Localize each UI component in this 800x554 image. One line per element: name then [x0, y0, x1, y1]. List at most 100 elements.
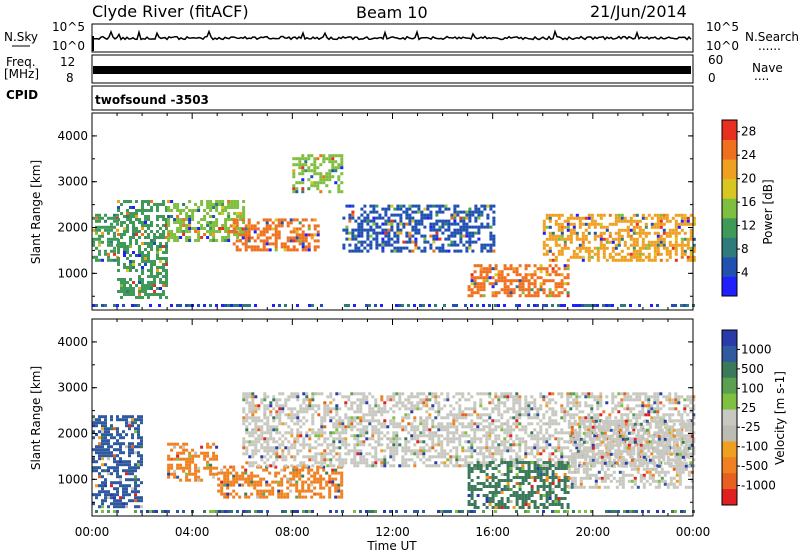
echo-cell: [401, 464, 405, 468]
echo-cell: [353, 464, 357, 468]
echo-cell: [149, 304, 152, 307]
echo-cell: [644, 225, 648, 229]
echo-cell: [101, 484, 104, 488]
echo-cell: [512, 407, 516, 411]
echo-cell: [359, 458, 363, 462]
echo-cell: [509, 279, 513, 283]
echo-cell: [298, 474, 302, 478]
echo-cell: [545, 279, 549, 283]
echo-cell: [485, 455, 489, 459]
echo-cell: [334, 471, 338, 475]
echo-cell: [296, 464, 300, 468]
echo-cell: [235, 474, 239, 478]
echo-cell: [414, 228, 418, 232]
echo-cell: [662, 446, 666, 450]
echo-cell: [416, 425, 420, 429]
echo-cell: [353, 458, 357, 462]
echo-cell: [593, 237, 597, 241]
echo-cell: [125, 445, 128, 449]
echo-cell: [494, 437, 498, 441]
echo-cell: [524, 279, 528, 283]
echo-cell: [524, 431, 528, 435]
echo-cell: [620, 304, 623, 307]
echo-cell: [437, 395, 441, 399]
echo-cell: [530, 282, 534, 286]
power-colorbar-segment: [722, 139, 737, 160]
echo-cell: [218, 212, 222, 215]
echo-cell: [165, 284, 168, 287]
echo-cell: [107, 496, 110, 500]
echo-cell: [521, 458, 525, 462]
echo-cell: [256, 474, 260, 478]
echo-cell: [134, 493, 137, 497]
echo-cell: [268, 471, 272, 475]
echo-cell: [135, 209, 138, 212]
echo-cell: [449, 437, 453, 441]
echo-cell: [253, 227, 257, 231]
echo-cell: [167, 215, 171, 218]
echo-cell: [398, 443, 402, 447]
echo-cell: [191, 215, 195, 218]
echo-cell: [563, 407, 567, 411]
echo-cell: [356, 407, 360, 411]
echo-cell: [167, 472, 171, 476]
echo-cell: [473, 440, 477, 444]
echo-cell: [230, 206, 234, 209]
echo-cell: [641, 231, 645, 235]
echo-cell: [316, 245, 320, 249]
echo-cell: [137, 463, 140, 467]
echo-cell: [383, 464, 387, 468]
echo-cell: [110, 237, 113, 241]
echo-cell: [302, 398, 306, 402]
echo-cell: [533, 428, 537, 432]
echo-cell: [206, 445, 210, 449]
echo-cell: [542, 267, 546, 271]
echo-cell: [653, 401, 657, 405]
echo-cell: [680, 228, 684, 232]
echo-cell: [308, 398, 312, 402]
echo-cell: [530, 276, 534, 280]
echo-cell: [371, 413, 375, 417]
echo-cell: [117, 257, 120, 260]
echo-cell: [602, 225, 606, 229]
echo-cell: [144, 224, 147, 227]
echo-cell: [323, 407, 327, 411]
echo-cell: [422, 455, 426, 459]
echo-cell: [435, 210, 439, 214]
echo-cell: [486, 249, 490, 253]
echo-cell: [129, 269, 132, 272]
echo-cell: [416, 437, 420, 441]
echo-cell: [524, 440, 528, 444]
echo-cell: [611, 401, 615, 405]
echo-cell: [341, 419, 345, 423]
echo-cell: [117, 242, 120, 245]
echo-cell: [132, 266, 135, 269]
echo-cell: [692, 237, 696, 241]
echo-cell: [120, 281, 123, 284]
echo-cell: [323, 425, 327, 429]
echo-cell: [611, 395, 615, 399]
echo-cell: [218, 230, 222, 233]
echo-cell: [287, 425, 291, 429]
echo-cell: [465, 240, 469, 244]
echo-cell: [253, 474, 257, 478]
echo-cell: [179, 230, 183, 233]
echo-cell: [265, 248, 269, 252]
echo-cell: [473, 407, 477, 411]
echo-cell: [332, 440, 336, 444]
echo-cell: [491, 422, 495, 426]
echo-cell: [602, 252, 606, 256]
echo-cell: [362, 413, 366, 417]
echo-cell: [95, 484, 98, 488]
echo-cell: [342, 243, 346, 247]
echo-cell: [117, 218, 120, 221]
echo-cell: [680, 240, 684, 244]
echo-cell: [295, 157, 299, 161]
echo-cell: [131, 490, 134, 494]
echo-cell: [602, 422, 606, 426]
power-colorbar-segment: [722, 198, 737, 219]
echo-cell: [302, 446, 306, 450]
echo-cell: [467, 434, 471, 438]
echo-cell: [212, 239, 216, 242]
echo-cell: [301, 181, 305, 185]
